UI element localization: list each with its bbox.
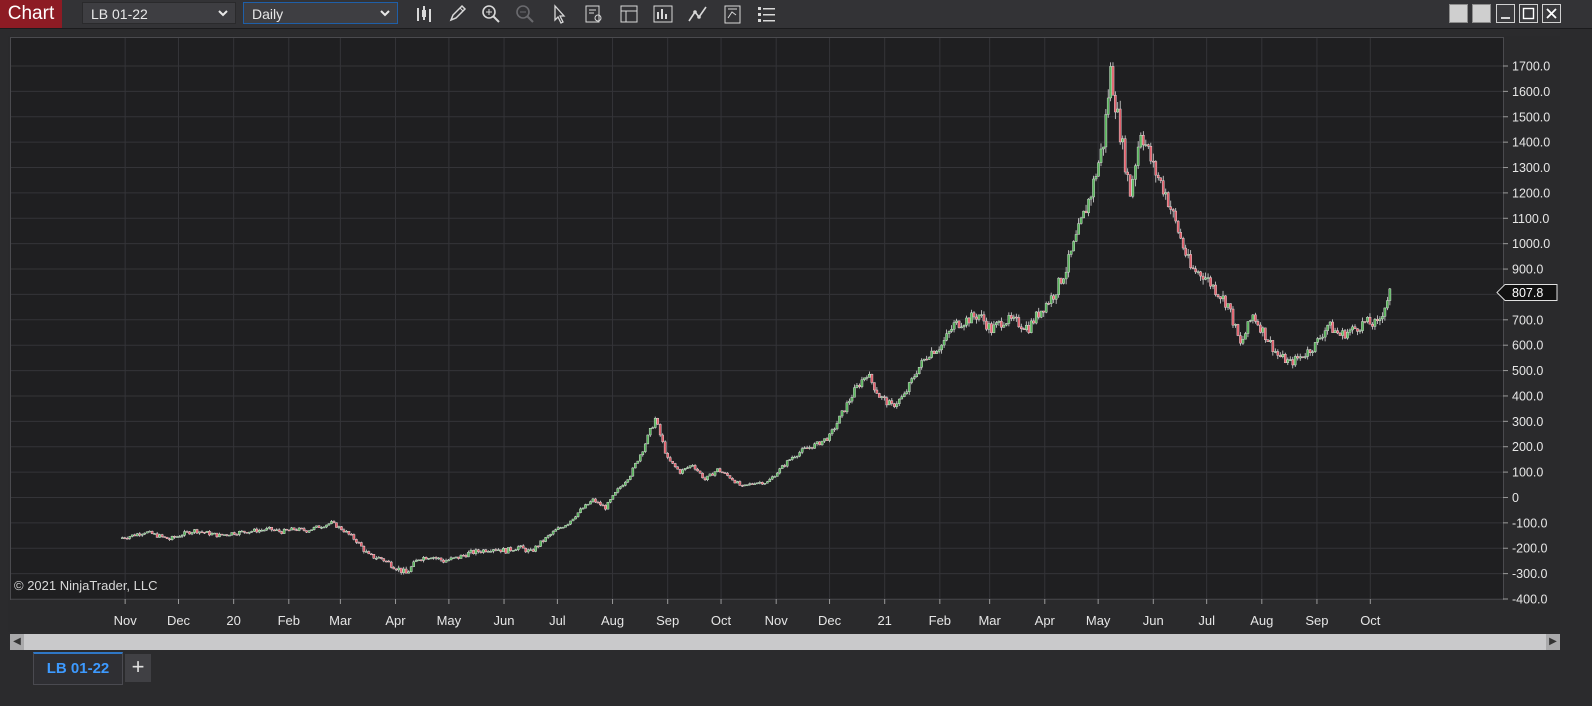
- strategies-icon[interactable]: [686, 3, 710, 25]
- interval-value: Daily: [252, 6, 284, 22]
- properties-icon[interactable]: [617, 3, 641, 25]
- zoom-in-icon[interactable]: [480, 3, 504, 25]
- chart-toolbar: Chart LB 01-22 Daily: [0, 0, 1592, 29]
- maximize-icon[interactable]: [1519, 4, 1538, 23]
- chart-trader-icon[interactable]: [721, 3, 745, 25]
- chevron-down-icon: [379, 3, 391, 32]
- snap-left-icon[interactable]: [1449, 4, 1468, 23]
- zoom-out-icon[interactable]: [514, 3, 538, 25]
- tab-lb-01-22[interactable]: LB 01-22: [33, 652, 123, 685]
- instrument-value: LB 01-22: [91, 6, 148, 22]
- snap-right-icon[interactable]: [1472, 4, 1491, 23]
- indicators-icon[interactable]: [651, 3, 675, 25]
- instrument-selector[interactable]: LB 01-22: [82, 2, 236, 24]
- interval-selector[interactable]: Daily: [243, 2, 398, 24]
- tab-bar: LB 01-22 +: [0, 652, 1592, 706]
- chart-menu-button[interactable]: Chart: [0, 0, 62, 28]
- price-plot-area[interactable]: [10, 37, 1504, 600]
- scroll-right-icon[interactable]: ▶: [1546, 634, 1560, 650]
- chevron-down-icon: [217, 3, 229, 32]
- pencil-icon[interactable]: [446, 3, 470, 25]
- scroll-left-icon[interactable]: ◀: [10, 634, 24, 650]
- list-icon[interactable]: [755, 3, 779, 25]
- horizontal-scrollbar[interactable]: ◀ ▶: [10, 634, 1560, 650]
- data-box-icon[interactable]: [582, 3, 606, 25]
- minimize-icon[interactable]: [1496, 4, 1515, 23]
- pointer-icon[interactable]: [548, 3, 572, 25]
- copyright-text: © 2021 NinjaTrader, LLC: [14, 578, 158, 593]
- close-icon[interactable]: [1542, 4, 1561, 23]
- add-tab-button[interactable]: +: [125, 654, 151, 682]
- bars-type-icon[interactable]: [413, 3, 437, 25]
